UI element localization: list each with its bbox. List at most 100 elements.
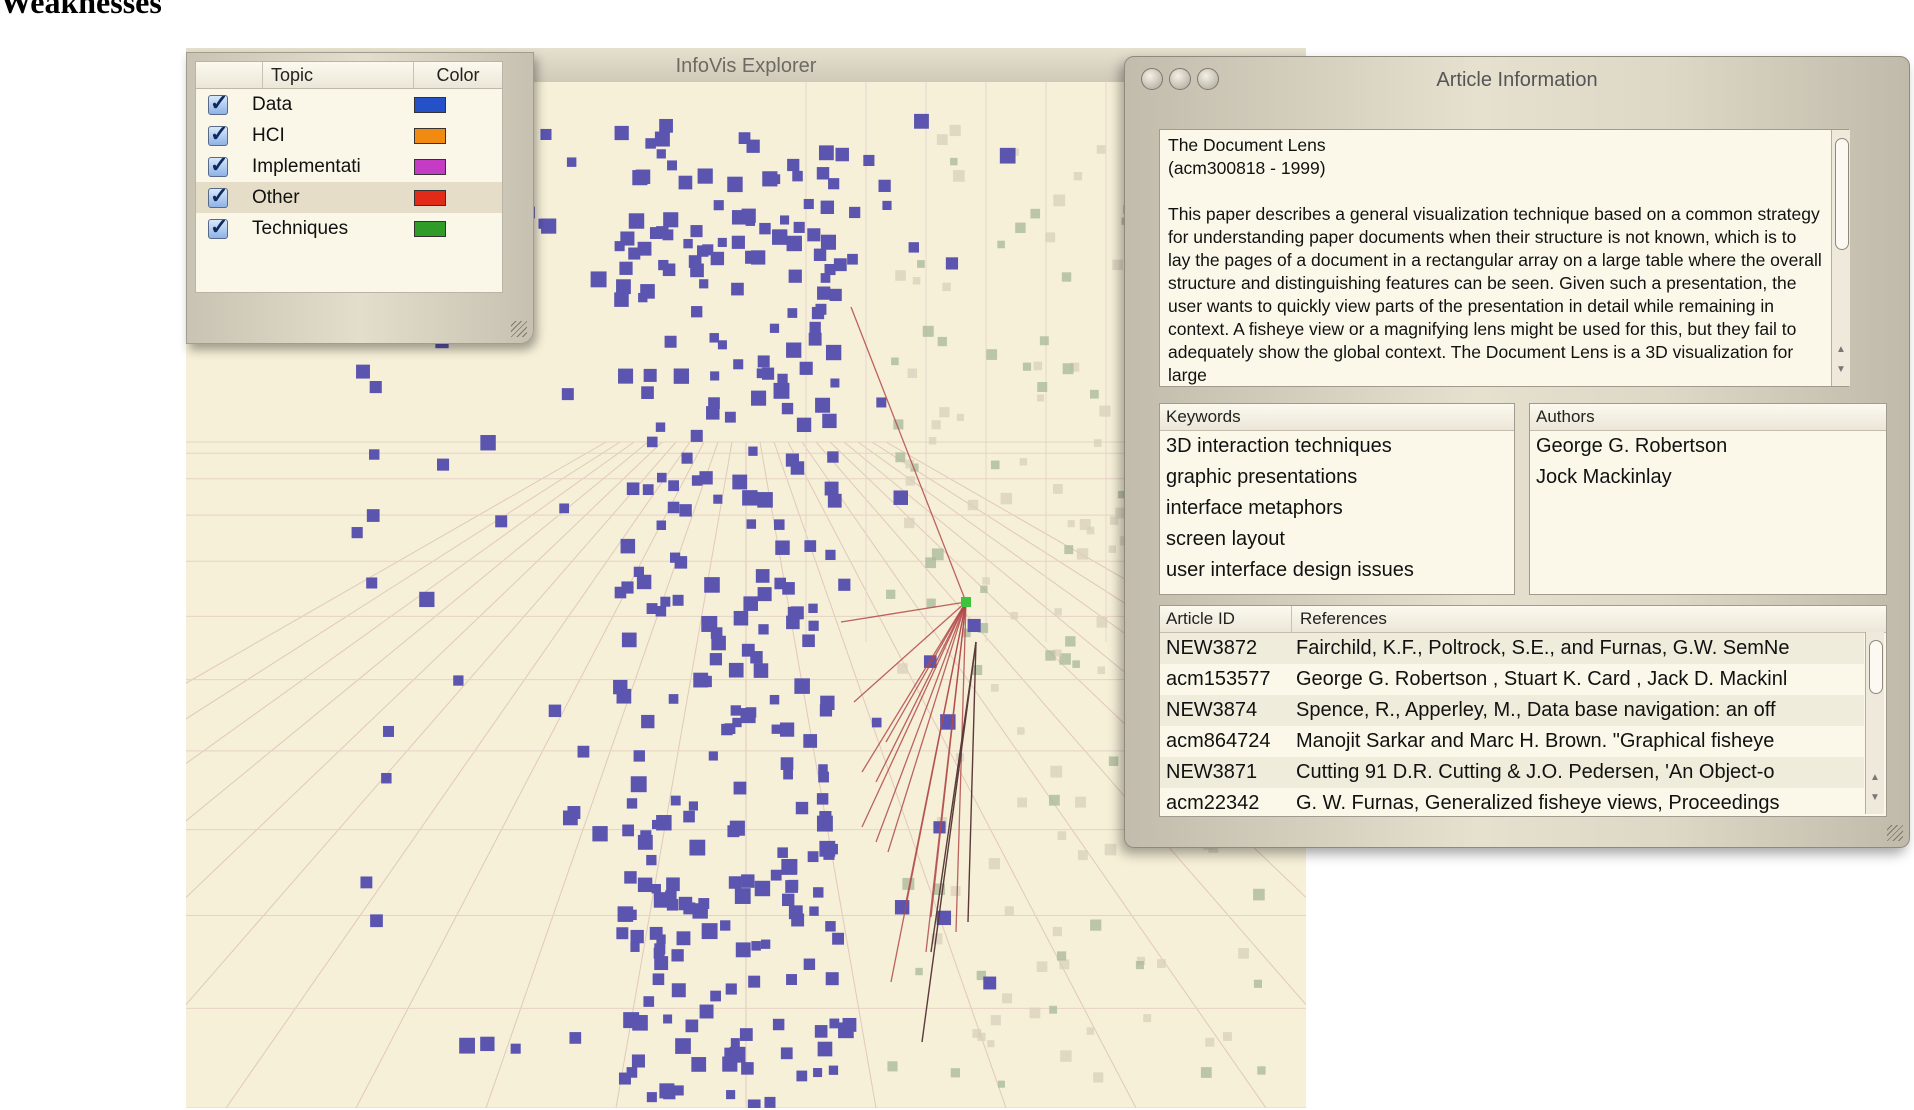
abstract-scrollbar[interactable]: ▲ ▼ [1831, 130, 1850, 386]
document-node [1257, 1066, 1266, 1075]
document-node [1097, 666, 1106, 675]
document-node [813, 1068, 823, 1078]
checkbox-icon[interactable] [208, 121, 228, 147]
color-swatch[interactable] [414, 96, 446, 113]
keywords-header[interactable]: Keywords [1160, 404, 1514, 431]
legend-row-data[interactable]: Data [196, 89, 502, 120]
zoom-window-icon[interactable] [1197, 68, 1219, 90]
author-item[interactable]: George G. Robertson [1536, 435, 1728, 457]
color-swatch[interactable] [414, 220, 446, 237]
document-node [643, 368, 657, 382]
document-node [691, 306, 703, 318]
document-node [997, 1080, 1005, 1088]
scroll-up-arrow-icon[interactable]: ▲ [1836, 344, 1846, 355]
document-node [759, 222, 771, 235]
document-node [730, 1038, 740, 1048]
document-node [757, 587, 772, 602]
scroll-down-arrow-icon[interactable]: ▼ [1870, 792, 1880, 803]
3d-document-scatter[interactable] [186, 82, 1306, 1108]
scroll-thumb[interactable] [1869, 640, 1883, 694]
document-node [876, 397, 887, 408]
document-node [991, 683, 999, 692]
color-swatch[interactable] [414, 158, 446, 175]
legend-row-implementation[interactable]: Implementati [196, 151, 502, 182]
resize-grip-icon[interactable] [511, 321, 527, 337]
reference-link [885, 601, 967, 743]
document-node [950, 157, 958, 166]
document-node [1022, 362, 1032, 371]
checkbox-icon[interactable] [208, 214, 228, 240]
infovis-explorer-window[interactable]: InfoVis Explorer [186, 48, 1306, 1108]
reference-link [861, 601, 967, 773]
document-node [688, 801, 699, 811]
checkbox-icon[interactable] [208, 183, 228, 209]
legend-row-hci[interactable]: HCI [196, 120, 502, 151]
references-column-header[interactable]: References [1300, 609, 1387, 628]
document-node [983, 976, 997, 990]
document-node [631, 1054, 645, 1068]
table-row[interactable]: acm864724 Manojit Sarkar and Marc H. Bro… [1160, 726, 1864, 757]
table-row[interactable]: NEW3872 Fairchild, K.F., Poltrock, S.E.,… [1160, 633, 1864, 664]
document-node [773, 519, 785, 530]
table-row[interactable]: acm153577 George G. Robertson , Stuart K… [1160, 664, 1864, 695]
legend-row-other[interactable]: Other [196, 182, 502, 213]
checkbox-icon[interactable] [208, 152, 228, 178]
keyword-item[interactable]: user interface design issues [1166, 559, 1414, 581]
document-node [480, 435, 496, 451]
keyword-item[interactable]: interface metaphors [1166, 497, 1343, 519]
scroll-down-arrow-icon[interactable]: ▼ [1836, 364, 1846, 375]
document-node [1109, 516, 1119, 525]
authors-list[interactable]: Authors George G. Robertson Jock Mackinl… [1529, 403, 1887, 595]
article-id-column-header[interactable]: Article ID [1160, 606, 1292, 632]
document-node [674, 556, 688, 569]
table-row[interactable]: acm22342 G. W. Furnas, Generalized fishe… [1160, 788, 1864, 816]
document-node [635, 169, 651, 184]
document-node [1086, 1027, 1095, 1035]
grid-line [186, 441, 607, 684]
scroll-thumb[interactable] [1835, 138, 1849, 250]
document-node [614, 125, 629, 141]
keywords-list[interactable]: Keywords 3D interaction techniques graph… [1159, 403, 1515, 595]
document-node [741, 643, 755, 657]
authors-header[interactable]: Authors [1530, 404, 1886, 431]
references-scrollbar[interactable]: ▲ ▼ [1865, 632, 1884, 814]
document-node [614, 241, 625, 252]
close-window-icon[interactable] [1141, 68, 1163, 90]
document-node [905, 476, 915, 486]
author-item[interactable]: Jock Mackinlay [1536, 466, 1672, 488]
scroll-up-arrow-icon[interactable]: ▲ [1870, 772, 1880, 783]
color-column-header[interactable]: Color [436, 65, 480, 85]
minimize-window-icon[interactable] [1169, 68, 1191, 90]
document-node [832, 932, 845, 945]
document-node [988, 857, 1001, 870]
table-row[interactable]: NEW3874 Spence, R., Apperley, M., Data b… [1160, 695, 1864, 726]
keyword-item[interactable]: 3D interaction techniques [1166, 435, 1392, 457]
topic-legend-panel[interactable]: Topic Color Data HCI Implementati Other … [186, 52, 534, 344]
color-swatch[interactable] [414, 189, 446, 206]
document-node [655, 422, 666, 432]
table-row[interactable]: NEW3871 Cutting 91 D.R. Cutting & J.O. P… [1160, 757, 1864, 788]
legend-row-techniques[interactable]: Techniques [196, 213, 502, 244]
article-abstract-textarea[interactable]: The Document Lens (acm300818 - 1999) Thi… [1159, 129, 1849, 387]
keyword-item[interactable]: graphic presentations [1166, 466, 1358, 488]
document-node [849, 206, 861, 219]
document-node [626, 909, 637, 921]
keyword-item[interactable]: screen layout [1166, 528, 1285, 550]
document-node [541, 218, 557, 234]
document-node [710, 627, 723, 639]
color-swatch[interactable] [414, 127, 446, 144]
document-node [757, 355, 770, 368]
resize-grip-icon[interactable] [1887, 825, 1903, 841]
article-information-window[interactable]: Article Information The Document Lens (a… [1124, 56, 1910, 848]
references-table[interactable]: Article ID References NEW3872 Fairchild,… [1159, 605, 1887, 817]
document-node [761, 367, 775, 380]
document-node [808, 603, 818, 614]
document-node [659, 1083, 675, 1099]
document-node [829, 1018, 840, 1029]
document-node [746, 519, 757, 529]
document-node [649, 227, 662, 240]
document-node [673, 368, 690, 384]
checkbox-icon[interactable] [208, 90, 228, 116]
document-node [829, 288, 842, 302]
topic-column-header[interactable]: Topic [263, 62, 414, 88]
